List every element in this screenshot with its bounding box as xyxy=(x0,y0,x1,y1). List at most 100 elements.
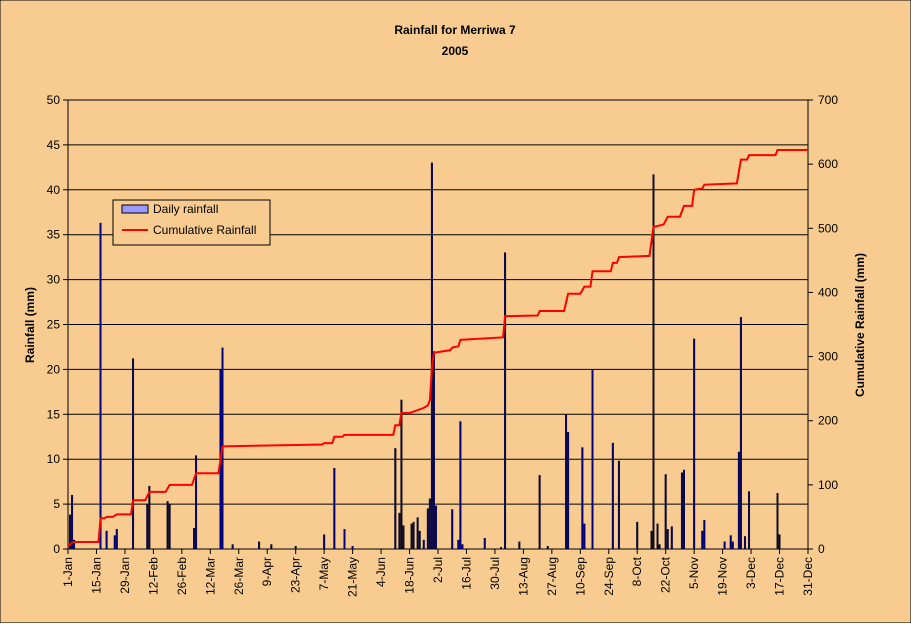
x-tick-label: 17-Dec xyxy=(773,557,787,596)
bar xyxy=(402,525,405,550)
bar xyxy=(132,358,135,550)
bar xyxy=(115,529,118,550)
y-tick-label: 15 xyxy=(47,407,61,421)
y-tick-label: 5 xyxy=(53,497,60,511)
x-tick-label: 26-Mar xyxy=(232,557,246,595)
x-tick-label: 29-Jan xyxy=(118,557,132,594)
bar xyxy=(778,534,781,550)
bar xyxy=(231,544,234,550)
x-tick-label: 12-Mar xyxy=(203,557,217,595)
bar xyxy=(518,541,521,550)
x-tick-label: 19-Nov xyxy=(716,557,730,596)
bar xyxy=(680,472,683,550)
bar xyxy=(664,474,667,550)
y-tick-label: 10 xyxy=(47,452,61,466)
x-tick-label: 24-Sep xyxy=(602,557,616,596)
y-tick-label: 25 xyxy=(47,318,61,332)
y-tick-label: 50 xyxy=(47,93,61,107)
bar xyxy=(258,541,261,550)
x-tick-label: 12-Feb xyxy=(146,557,160,595)
bar xyxy=(567,432,570,550)
legend: Daily rainfall Cumulative Rainfall xyxy=(112,199,271,246)
bar xyxy=(105,530,108,550)
bar xyxy=(148,485,151,550)
bar xyxy=(500,547,503,550)
bar xyxy=(351,546,354,550)
x-tick-label: 18-Jun xyxy=(403,557,417,594)
y2-tick-label: 500 xyxy=(818,221,838,235)
bar xyxy=(333,467,336,550)
bar xyxy=(69,514,72,550)
y2-tick-label: 0 xyxy=(818,542,825,556)
x-tick-label: 15-Jan xyxy=(89,557,103,594)
bar xyxy=(461,544,464,550)
bar xyxy=(652,174,655,550)
x-tick-label: 21-May xyxy=(346,557,360,597)
bar xyxy=(583,523,586,550)
bar xyxy=(682,469,685,550)
x-tick-label: 8-Oct xyxy=(630,556,644,586)
bar xyxy=(656,523,659,550)
bar xyxy=(398,512,401,550)
bar xyxy=(538,475,541,550)
bar xyxy=(670,526,673,550)
bar xyxy=(565,414,568,550)
bar xyxy=(658,544,661,550)
legend-swatch xyxy=(121,204,149,214)
y-tick-label: 0 xyxy=(53,542,60,556)
bar xyxy=(729,535,732,550)
bar xyxy=(270,544,273,550)
bar xyxy=(731,541,734,550)
bar xyxy=(168,503,171,550)
x-tick-label: 1-Jan xyxy=(61,557,75,587)
bar xyxy=(166,501,169,550)
bar xyxy=(459,421,462,550)
bar xyxy=(323,534,326,550)
bar xyxy=(193,528,196,550)
y-tick-label: 40 xyxy=(47,183,61,197)
x-tick-label: 27-Aug xyxy=(545,557,559,596)
x-tick-label: 5-Nov xyxy=(687,557,701,589)
bar xyxy=(294,546,297,550)
x-tick-label: 16-Jul xyxy=(459,557,473,590)
axes: 0510152025303540455001002003004005006007… xyxy=(47,93,839,597)
bar xyxy=(71,494,74,550)
y2-tick-label: 100 xyxy=(818,478,838,492)
bar xyxy=(400,399,403,550)
bar xyxy=(418,530,421,550)
x-tick-label: 7-May xyxy=(317,557,331,590)
bar xyxy=(591,369,594,550)
x-tick-label: 9-Apr xyxy=(260,557,274,586)
bar xyxy=(434,505,437,550)
bar xyxy=(743,536,746,550)
bar xyxy=(426,508,429,550)
x-tick-label: 2-Jul xyxy=(431,557,445,583)
bar xyxy=(693,338,696,550)
bar xyxy=(99,222,102,550)
x-tick-label: 4-Jun xyxy=(374,557,388,587)
y-tick-label: 45 xyxy=(47,138,61,152)
bar xyxy=(422,539,425,550)
x-tick-label: 30-Jul xyxy=(488,557,502,590)
bar xyxy=(457,539,460,550)
x-tick-label: 23-Apr xyxy=(289,557,303,593)
chart-title: Rainfall for Merriwa 7 xyxy=(394,23,516,37)
bar xyxy=(617,460,620,550)
y-tick-label: 30 xyxy=(47,273,61,287)
bar xyxy=(343,529,346,550)
bar xyxy=(73,539,76,550)
y2-tick-label: 600 xyxy=(818,157,838,171)
bar xyxy=(412,521,415,550)
y-axis-label: Rainfall (mm) xyxy=(23,287,37,363)
bar xyxy=(410,523,413,550)
x-tick-label: 3-Dec xyxy=(744,557,758,589)
legend-label: Daily rainfall xyxy=(153,202,218,216)
bar xyxy=(146,503,149,550)
bar xyxy=(650,530,653,550)
x-tick-label: 13-Aug xyxy=(516,557,530,596)
x-tick-label: 26-Feb xyxy=(175,557,189,595)
bar xyxy=(428,498,431,550)
bar xyxy=(636,521,639,550)
bar xyxy=(737,451,740,550)
